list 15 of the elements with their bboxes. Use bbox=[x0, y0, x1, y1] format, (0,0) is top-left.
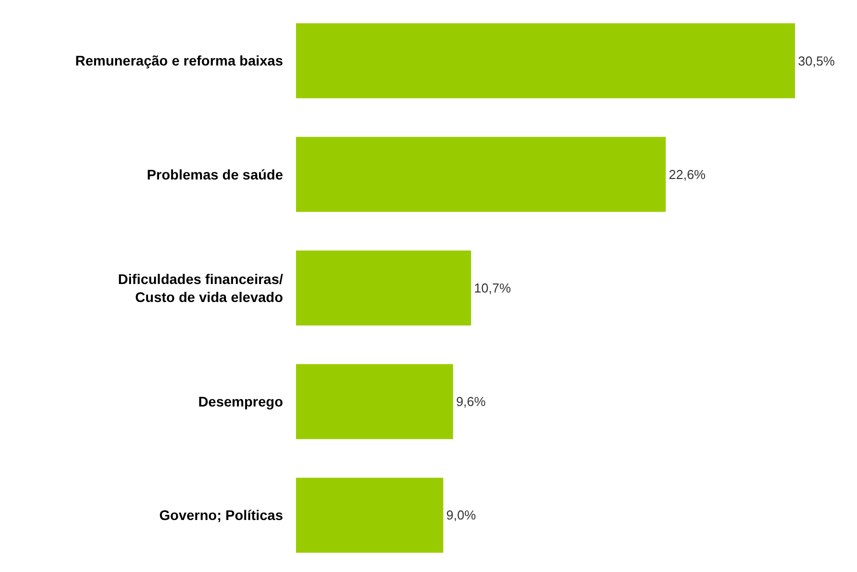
data-label: 9,6% bbox=[456, 394, 486, 410]
bar bbox=[296, 364, 454, 440]
data-label: 22,6% bbox=[668, 166, 706, 182]
bar bbox=[296, 23, 796, 98]
bar bbox=[296, 478, 444, 553]
y-tick-label: Problemas de saúde bbox=[146, 166, 284, 182]
y-tick-label: Remuneração e reforma baixas bbox=[75, 52, 284, 69]
bar bbox=[296, 250, 472, 326]
data-label: 10,7% bbox=[474, 280, 512, 296]
data-label: 30,5% bbox=[798, 53, 836, 68]
y-tick-label: Desemprego bbox=[198, 394, 283, 410]
data-label: 9,0% bbox=[446, 508, 476, 523]
y-tick-label: Governo; Políticas bbox=[159, 507, 284, 524]
y-tick-label: Dificuldades financeiras/ Custo de vida elevado bbox=[118, 270, 284, 305]
bar bbox=[296, 136, 666, 212]
